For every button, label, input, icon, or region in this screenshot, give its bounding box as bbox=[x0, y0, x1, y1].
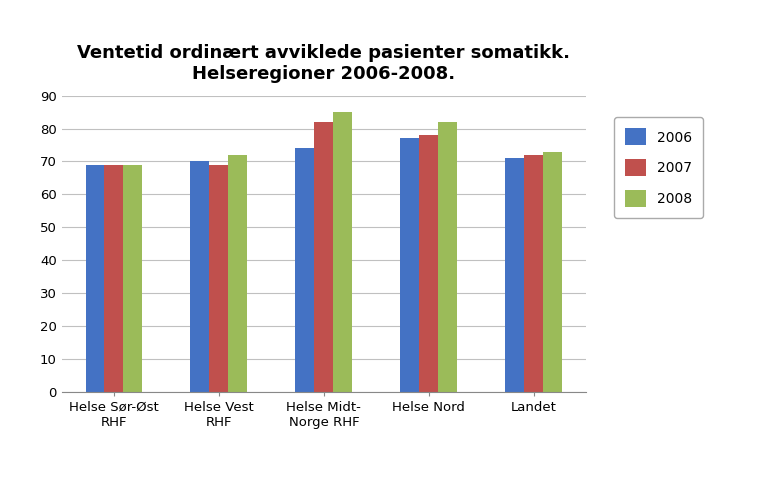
Bar bbox=[524, 155, 544, 392]
Bar bbox=[104, 165, 123, 392]
Bar bbox=[506, 158, 524, 392]
Bar bbox=[190, 162, 210, 392]
Bar bbox=[333, 112, 352, 392]
Bar bbox=[86, 165, 104, 392]
Bar bbox=[438, 122, 457, 392]
Title: Ventetid ordinært avviklede pasienter somatikk.
Helseregioner 2006-2008.: Ventetid ordinært avviklede pasienter so… bbox=[77, 44, 571, 83]
Bar bbox=[228, 155, 247, 392]
Bar bbox=[295, 148, 315, 392]
Bar bbox=[419, 135, 438, 392]
Bar bbox=[123, 165, 142, 392]
Bar bbox=[400, 139, 419, 392]
Legend: 2006, 2007, 2008: 2006, 2007, 2008 bbox=[614, 118, 703, 218]
Bar bbox=[315, 122, 333, 392]
Bar bbox=[210, 165, 228, 392]
Bar bbox=[544, 152, 562, 392]
